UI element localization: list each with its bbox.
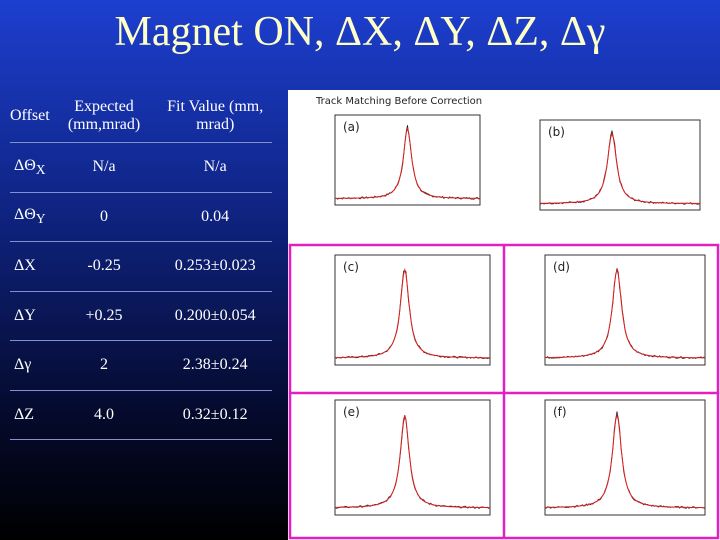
offset-symbol: Δγ (14, 356, 32, 374)
offset-subscript: X (35, 161, 46, 177)
histogram-frame (334, 254, 491, 366)
expected-cell: -0.25 (49, 241, 159, 292)
plots: Track Matching Before Correction (a) (b) (… (288, 90, 720, 540)
offset-cell: ΔΘY (10, 192, 50, 242)
offset-subscript: Y (35, 211, 46, 227)
offset-cell: ΔY (10, 291, 50, 341)
fit-cell: 0.253±0.023 (158, 241, 272, 292)
offset-symbol: ΔY (14, 306, 36, 324)
panel-label: (d) (553, 260, 570, 274)
fit-curve (335, 414, 490, 509)
table-row: ΔX -0.25 0.253±0.023 (10, 241, 272, 292)
fit-curve (545, 267, 705, 359)
panel-label: (a) (343, 120, 360, 134)
fit-curve (335, 267, 490, 359)
table-row: ΔΘX N/a N/a (10, 142, 272, 193)
offset-symbol: ΔΘ (14, 206, 36, 224)
results-table: Offset Expected (mm,mrad) Fit Value (mm, m… (10, 90, 272, 440)
offset-symbol: ΔX (14, 257, 36, 275)
expected-cell: +0.25 (49, 291, 159, 341)
histogram-frame (544, 399, 706, 516)
table-row: ΔΘY 0 0.04 (10, 192, 272, 242)
table-row: ΔZ 4.0 0.32±0.12 (10, 390, 272, 440)
histogram-trace (334, 125, 481, 200)
header-row: Offset Expected (mm,mrad) Fit Value (mm, m… (10, 90, 272, 143)
fit-cell: N/a (158, 142, 272, 193)
fit-cell: 0.200±0.054 (158, 291, 272, 341)
table-row: Δγ 2 2.38±0.24 (10, 340, 272, 391)
histogram-frame (334, 399, 491, 516)
offset-cell: ΔZ (10, 390, 50, 440)
offset-cell: Δγ (10, 340, 50, 391)
fit-cell: 2.38±0.24 (158, 340, 272, 391)
expected-cell: 2 (49, 340, 159, 391)
fit-cell: 0.32±0.12 (158, 390, 272, 440)
fit-curve (335, 127, 480, 199)
slide-title: Magnet ON, ΔX, ΔY, ΔZ, Δγ (114, 9, 606, 55)
column-header: Offset (10, 90, 50, 143)
histogram-frame (334, 114, 481, 206)
offset-cell: ΔΘX (10, 142, 50, 193)
panel-label: (f) (553, 405, 567, 419)
column-header: Fit Value (mm, mrad) (158, 90, 272, 143)
expected-cell: 0 (49, 192, 159, 242)
panel-label: (e) (343, 405, 360, 419)
offset-cell: ΔX (10, 241, 50, 292)
table-body: ΔΘX N/a N/a ΔΘY 0 0.04 ΔX -0.25 0.253±0.023 ΔY +0.… (10, 142, 272, 440)
histogram-frame (539, 119, 701, 211)
offset-symbol: ΔZ (14, 405, 35, 423)
fit-curve (540, 132, 700, 204)
panel-label: (b) (548, 125, 565, 139)
expected-cell: N/a (49, 142, 159, 193)
table-row: ΔY +0.25 0.200±0.054 (10, 291, 272, 341)
offset-symbol: ΔΘ (14, 156, 36, 174)
fit-cell: 0.04 (158, 192, 272, 242)
expected-cell: 4.0 (49, 390, 159, 440)
histogram-frame (544, 254, 706, 366)
plot-caption: Track Matching Before Correction (315, 96, 482, 107)
panel-label: (c) (343, 260, 359, 274)
column-header: Expected (mm,mrad) (49, 90, 159, 143)
fit-curve (545, 413, 705, 509)
